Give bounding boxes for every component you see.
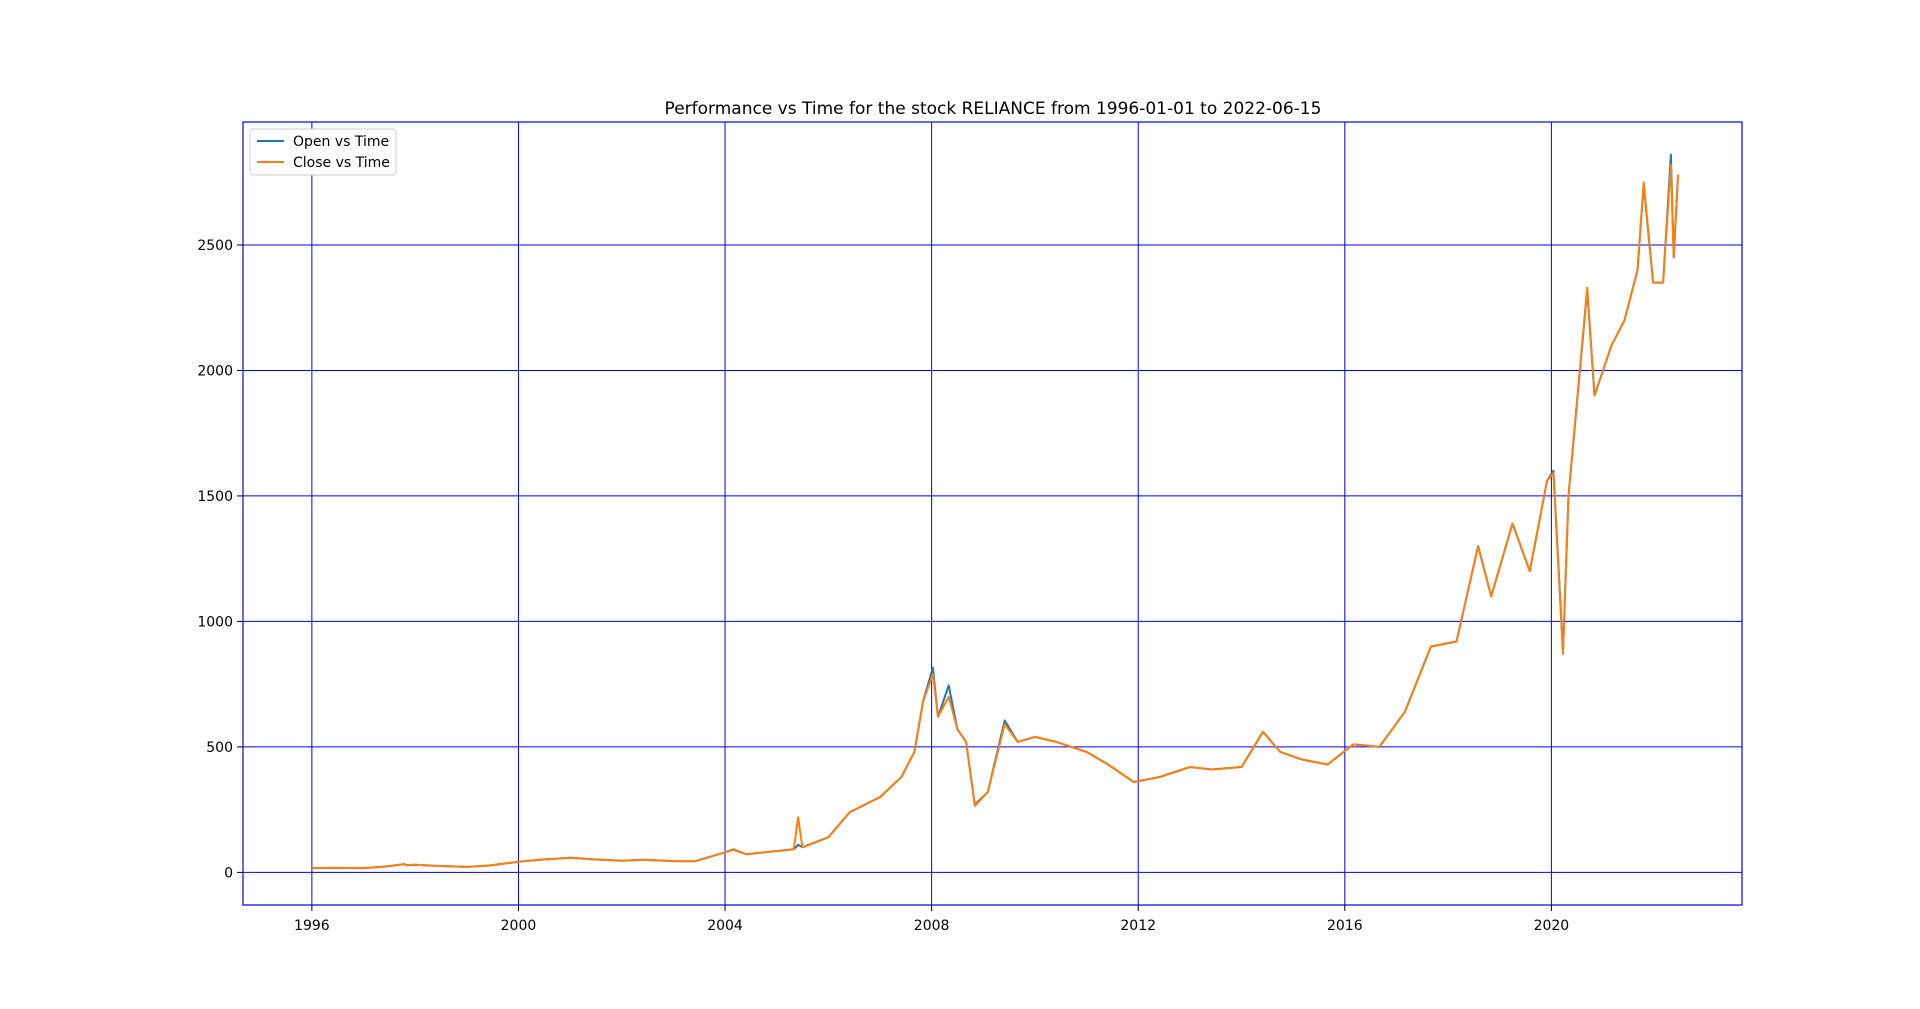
plot-area-frame <box>242 121 1743 906</box>
y-axis: 0 500 1000 1500 2000 2500 <box>197 238 243 881</box>
x-tick-label: 2016 <box>1327 918 1363 934</box>
series-line-1 <box>311 163 1680 870</box>
y-tick-label: 2500 <box>197 238 233 254</box>
legend-box <box>249 128 397 176</box>
y-tick-label: 2000 <box>197 363 233 379</box>
x-tick-label: 2012 <box>1120 918 1156 934</box>
y-tick-label: 500 <box>206 740 233 756</box>
x-tick-label: 1996 <box>294 918 330 934</box>
x-tick-label: 2020 <box>1534 918 1570 934</box>
legend: Open vs Time Close vs Time <box>249 128 397 176</box>
y-tick-label: 0 <box>224 865 233 881</box>
y-tick-label: 1000 <box>197 614 233 630</box>
y-tick-label: 1500 <box>197 489 233 505</box>
grid-lines <box>243 122 1742 905</box>
x-tick-label: 2008 <box>914 918 950 934</box>
series-layer <box>311 153 1680 870</box>
chart-title: Performance vs Time for the stock RELIAN… <box>665 99 1322 119</box>
x-axis: 1996 2000 2004 2008 2012 2016 2020 <box>294 905 1569 934</box>
x-tick-label: 2000 <box>501 918 537 934</box>
x-tick-label: 2004 <box>707 918 743 934</box>
legend-label-1: Close vs Time <box>293 155 390 171</box>
legend-label-0: Open vs Time <box>293 134 389 150</box>
